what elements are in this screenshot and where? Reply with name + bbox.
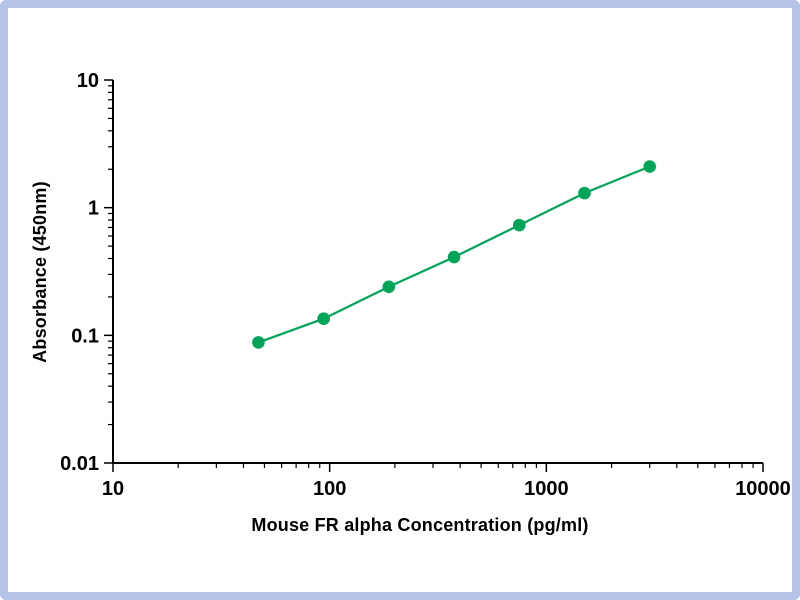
data-point	[512, 218, 526, 232]
y-tick-label: 0.01	[60, 453, 99, 475]
data-point	[252, 336, 265, 349]
data-point	[578, 186, 591, 200]
x-tick-label: 10	[102, 478, 124, 500]
x-tick-label: 10000	[735, 478, 791, 500]
y-tick-label: 1	[88, 198, 99, 220]
y-tick-label: 10	[77, 70, 99, 92]
standard-curve-chart: 10 100 1000 10000 0.01 0.1 1 10 Mouse FR alpha …	[30, 70, 791, 535]
y-tick-label: 0.1	[71, 325, 99, 347]
data-point	[447, 250, 461, 264]
x-axis-title: Mouse FR alpha Concentration (pg/ml)	[251, 515, 588, 535]
data-point	[382, 280, 396, 294]
data-point	[643, 160, 657, 173]
y-axis-title: Absorbance (450nm)	[30, 181, 50, 363]
x-tick-label: 1000	[524, 478, 569, 500]
plot-area: 10 100 1000 10000 0.01 0.1 1 10	[60, 70, 791, 500]
x-tick-label: 100	[313, 478, 346, 500]
data-point	[317, 312, 330, 325]
